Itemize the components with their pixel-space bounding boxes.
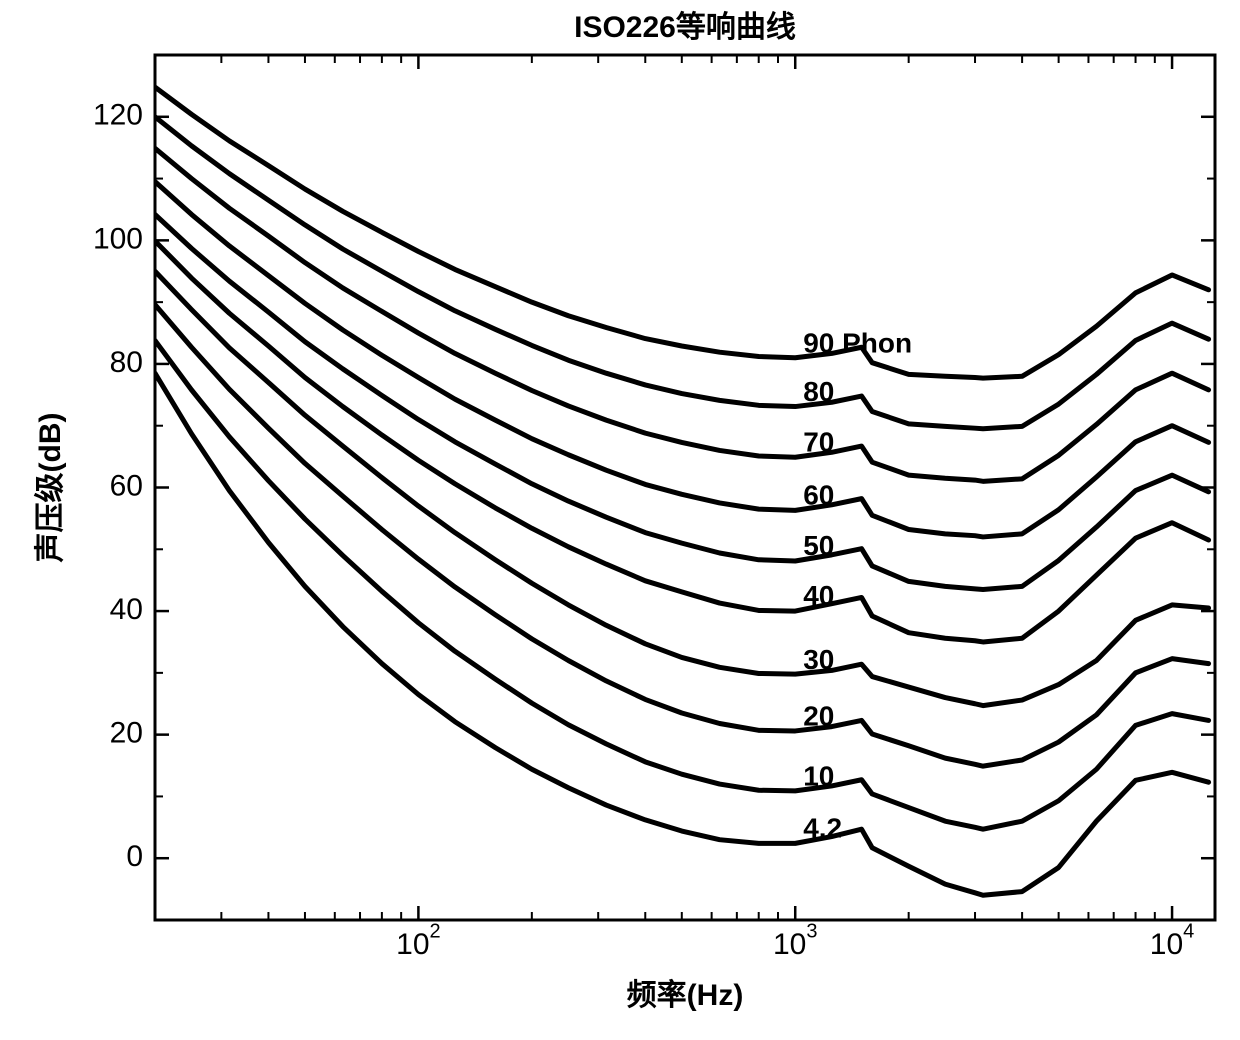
series-label: 60 (803, 480, 834, 511)
series-label: 70 (803, 427, 834, 458)
svg-text:60: 60 (110, 469, 143, 502)
series-label: 30 (803, 644, 834, 675)
series-label: 50 (803, 530, 834, 561)
series-label: 20 (803, 700, 834, 731)
svg-text:40: 40 (110, 593, 143, 626)
x-axis-label: 频率(Hz) (627, 979, 744, 1012)
series-label: 10 (803, 760, 834, 791)
series-label: 4.2 (803, 812, 842, 843)
series-label: 80 (803, 376, 834, 407)
svg-text:100: 100 (93, 222, 143, 255)
svg-text:20: 20 (110, 717, 143, 750)
iso226-chart: 0204060801001201021031044.21020304050607… (0, 0, 1240, 1040)
svg-text:0: 0 (126, 840, 143, 873)
chart-title: ISO226等响曲线 (574, 10, 796, 44)
series-label: 40 (803, 580, 834, 611)
svg-text:80: 80 (110, 346, 143, 379)
y-axis-label: 声压级(dB) (34, 413, 67, 563)
series-label: 90 Phon (803, 327, 912, 358)
svg-text:120: 120 (93, 99, 143, 132)
